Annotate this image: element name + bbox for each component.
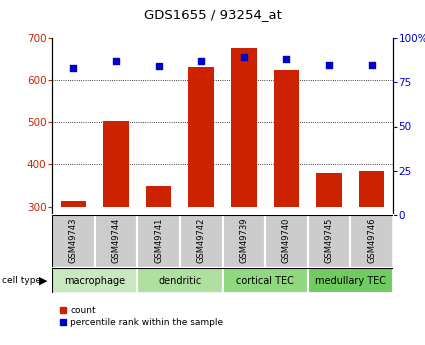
Bar [274, 70, 299, 207]
Bar [103, 121, 129, 207]
Point [283, 57, 290, 62]
Bar [265, 215, 308, 268]
Bar [137, 268, 223, 293]
Bar [180, 215, 223, 268]
Bar [52, 215, 95, 268]
Bar [359, 171, 385, 207]
Bar [308, 268, 393, 293]
Text: GSM49743: GSM49743 [69, 218, 78, 263]
Bar [231, 48, 257, 207]
Bar [137, 215, 180, 268]
Point [155, 63, 162, 69]
Bar [52, 268, 137, 293]
Text: GSM49741: GSM49741 [154, 218, 163, 263]
Bar [316, 173, 342, 207]
Bar [308, 215, 350, 268]
Point [70, 65, 76, 71]
Point [326, 62, 332, 67]
Text: GSM49742: GSM49742 [197, 218, 206, 263]
Bar [188, 67, 214, 207]
Text: GSM49746: GSM49746 [367, 218, 376, 263]
Legend: count, percentile rank within the sample: count, percentile rank within the sample [57, 303, 227, 331]
Point [368, 62, 375, 67]
Text: GDS1655 / 93254_at: GDS1655 / 93254_at [144, 8, 281, 21]
Point [198, 58, 204, 64]
Bar [146, 186, 171, 207]
Text: dendritic: dendritic [158, 276, 201, 286]
Text: GSM49739: GSM49739 [239, 218, 248, 263]
Bar [95, 215, 137, 268]
Text: cell type: cell type [2, 276, 41, 285]
Text: GSM49744: GSM49744 [111, 218, 120, 263]
Point [113, 58, 119, 64]
Bar [223, 215, 265, 268]
Bar [223, 268, 308, 293]
Text: macrophage: macrophage [64, 276, 125, 286]
Text: ▶: ▶ [39, 276, 48, 286]
Bar [350, 215, 393, 268]
Bar [60, 201, 86, 207]
Point [241, 55, 247, 60]
Text: GSM49745: GSM49745 [325, 218, 334, 263]
Text: GSM49740: GSM49740 [282, 218, 291, 263]
Text: medullary TEC: medullary TEC [315, 276, 386, 286]
Text: cortical TEC: cortical TEC [236, 276, 294, 286]
